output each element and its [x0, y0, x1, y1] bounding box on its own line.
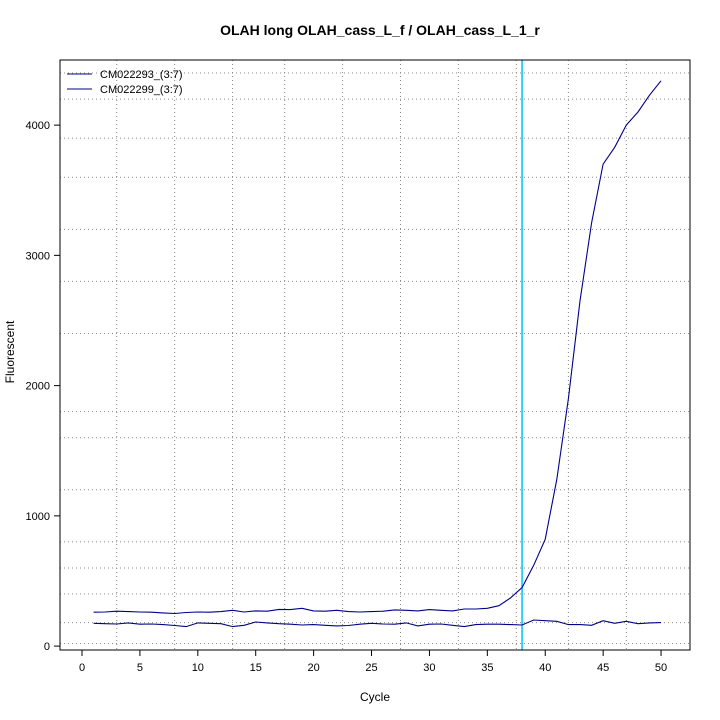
x-axis-label: Cycle: [360, 690, 390, 704]
y-tick-label: 0: [44, 641, 50, 653]
x-tick-label: 50: [655, 662, 667, 674]
legend-label-1: CM022293_(3:7): [100, 69, 183, 81]
series-line-2: [93, 619, 662, 628]
plot-frame: [59, 59, 691, 651]
x-tick-label: 10: [192, 662, 204, 674]
y-tick-label: 3000: [26, 250, 50, 262]
y-axis-label: Fluorescent: [3, 320, 17, 383]
series-line-1: [93, 80, 662, 615]
legend-label-2: CM022299_(3:7): [100, 84, 183, 96]
chart-title: OLAH long OLAH_cass_L_f / OLAH_cass_L_1_…: [220, 22, 540, 38]
x-tick-label: 15: [250, 662, 262, 674]
x-tick-label: 35: [481, 662, 493, 674]
y-tick-label: 1000: [26, 511, 50, 523]
x-tick-label: 25: [365, 662, 377, 674]
legend: CM022293_(3:7) CM022299_(3:7): [67, 69, 183, 96]
grid-layer: [60, 60, 690, 650]
x-tick-label: 45: [597, 662, 609, 674]
x-tick-label: 20: [307, 662, 319, 674]
y-axis: 0 1000 2000 3000 4000: [26, 120, 60, 653]
x-axis: 0 5 10 15 20 25 30 35 40 45 50: [79, 650, 667, 674]
x-tick-label: 0: [79, 662, 85, 674]
series-layer: [93, 80, 662, 628]
y-tick-label: 4000: [26, 120, 50, 132]
y-tick-label: 2000: [26, 381, 50, 393]
x-tick-label: 30: [423, 662, 435, 674]
x-tick-label: 5: [137, 662, 143, 674]
x-tick-label: 40: [539, 662, 551, 674]
